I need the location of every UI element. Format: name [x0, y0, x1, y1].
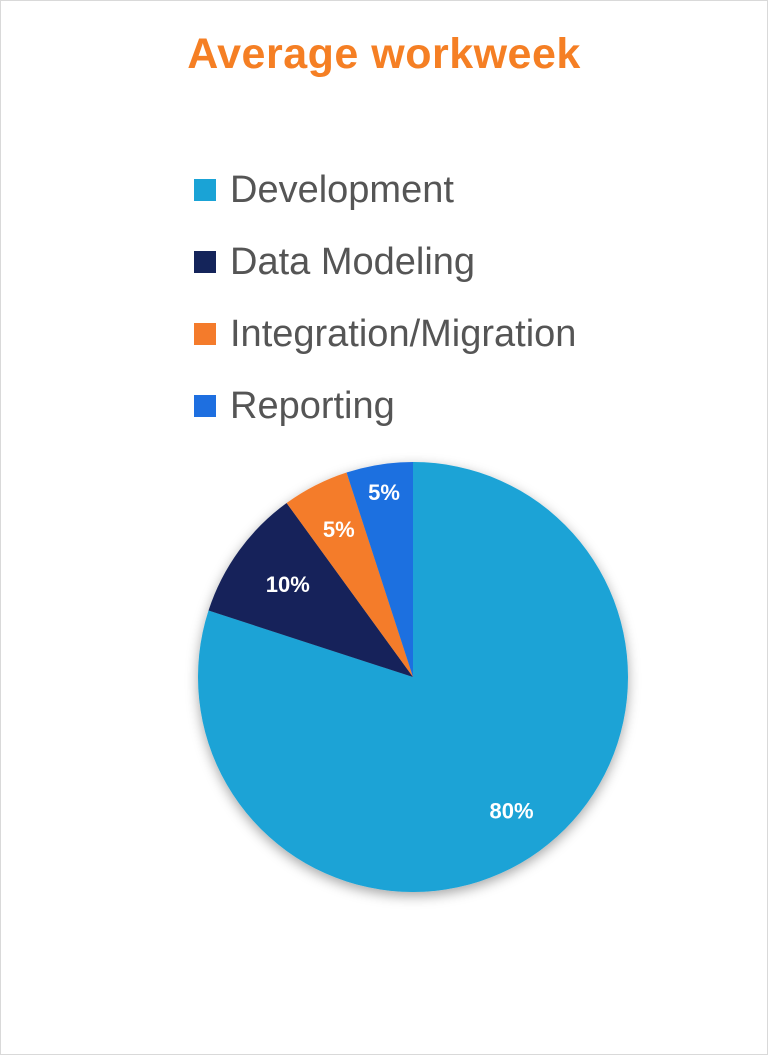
legend-item-integration-migration: Integration/Migration: [194, 298, 754, 370]
legend-label-data-modeling: Data Modeling: [230, 240, 476, 283]
legend-label-development: Development: [230, 168, 454, 211]
pie-labels: 80% 10% 5% 5%: [266, 480, 534, 823]
data-label-reporting: 5%: [368, 480, 400, 505]
data-label-development: 80%: [490, 798, 534, 823]
data-label-integration-migration: 5%: [323, 517, 355, 542]
chart-title: Average workweek: [187, 30, 581, 78]
legend-item-data-modeling: Data Modeling: [194, 226, 754, 298]
legend-label-integration-migration: Integration/Migration: [230, 312, 577, 355]
legend-swatch-development: [194, 179, 216, 201]
pie-slice-reporting: [346, 462, 413, 677]
legend-item-reporting: Reporting: [194, 370, 754, 442]
legend-label-reporting: Reporting: [230, 384, 395, 427]
legend-item-development: Development: [194, 154, 754, 226]
legend-swatch-data-modeling: [194, 251, 216, 273]
legend-swatch-integration-migration: [194, 323, 216, 345]
data-label-data-modeling: 10%: [266, 572, 310, 597]
pie-slice-data-modeling: [208, 503, 413, 677]
pie-slice-integration-migration: [286, 472, 413, 677]
pie-slices: [197, 462, 629, 892]
chart-legend: Development Data Modeling Integration/Mi…: [194, 154, 754, 442]
legend-swatch-reporting: [194, 395, 216, 417]
